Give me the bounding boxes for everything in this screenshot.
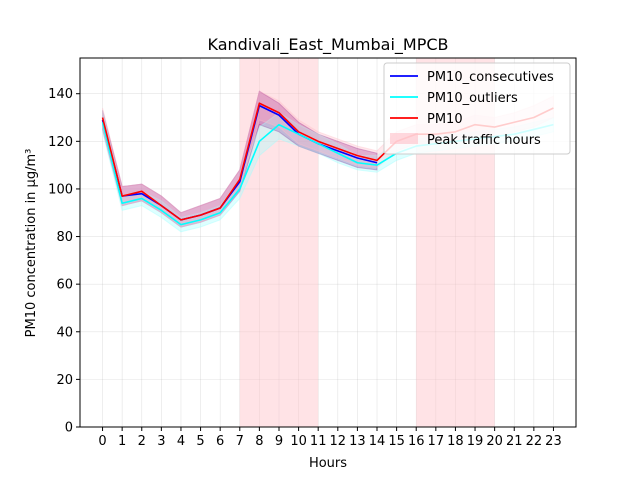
series-line: [101, 104, 378, 221]
x-tick-label: 23: [545, 434, 562, 449]
y-tick-label: 80: [56, 230, 73, 245]
x-tick-label: 3: [157, 434, 165, 449]
x-tick-label: 2: [138, 434, 146, 449]
x-tick-label: 11: [310, 434, 327, 449]
y-axis-label: PM10 concentration in µg/m³: [24, 149, 39, 338]
x-tick-label: 9: [275, 434, 283, 449]
x-tick-label: 12: [330, 434, 347, 449]
x-tick-label: 7: [236, 434, 244, 449]
y-tick-label: 20: [56, 373, 73, 388]
x-tick-label: 16: [408, 434, 425, 449]
x-tick-label: 21: [506, 434, 523, 449]
x-tick-label: 8: [255, 434, 263, 449]
x-tick-label: 20: [486, 434, 503, 449]
x-tick-label: 1: [118, 434, 126, 449]
peak-traffic-region: [239, 58, 319, 427]
x-tick-label: 15: [388, 434, 405, 449]
x-tick-label: 14: [369, 434, 386, 449]
axes-frame: [79, 57, 577, 428]
legend-label: PM10_consecutives: [427, 70, 554, 85]
x-axis-label: Hours: [309, 456, 347, 471]
x-tick-label: 19: [467, 434, 484, 449]
x-tick-label: 22: [526, 434, 543, 449]
x-tick-label: 0: [98, 434, 106, 449]
y-tick-label: 40: [56, 325, 73, 340]
y-tick-label: 60: [56, 278, 73, 293]
x-tick-label: 10: [290, 434, 307, 449]
x-tick-label: 5: [196, 434, 204, 449]
y-tick-label: 0: [65, 421, 73, 436]
legend-label: Peak traffic hours: [427, 133, 541, 148]
x-tick-label: 13: [349, 434, 366, 449]
y-tick-label: 100: [48, 182, 73, 197]
y-tick-label: 120: [48, 135, 73, 150]
axes: 0 1 2 3 4 5 6 7 8 9 10 11 12 13 14 15 16 17 18 19 20 21 22 2302…: [48, 57, 577, 449]
legend-box: [383, 62, 571, 155]
x-tick-label: 18: [447, 434, 464, 449]
x-tick-label: 4: [177, 434, 185, 449]
legend-label: PM10_outliers: [427, 91, 518, 106]
y-tick-label: 140: [48, 87, 73, 102]
x-tick-label: 17: [428, 434, 445, 449]
chart-title: Kandivali_East_Mumbai_MPCB: [208, 35, 449, 55]
grid-lines: [80, 58, 576, 428]
legend-swatch: [390, 133, 418, 144]
legend-label: PM10: [427, 112, 463, 127]
series-band: [102, 90, 378, 228]
x-tick-label: 6: [216, 434, 224, 449]
legend: PM10_consecutives PM10_outliers PM10 Peak t…: [383, 62, 571, 155]
